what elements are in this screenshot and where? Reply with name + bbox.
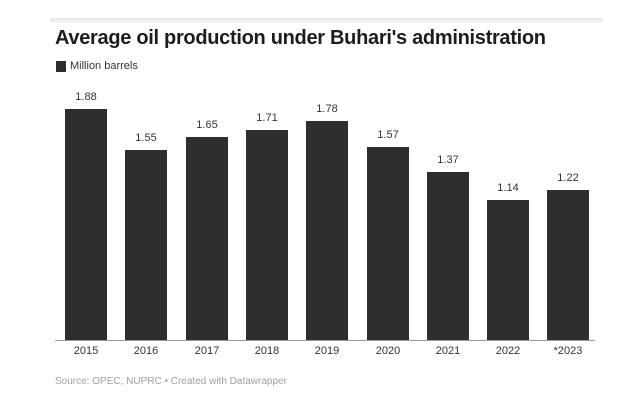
x-tick-label: 2021 — [435, 345, 461, 357]
x-tick-label: 2020 — [375, 345, 401, 357]
value-label: 1.57 — [377, 129, 399, 141]
value-label: 1.65 — [196, 119, 218, 131]
top-divider — [50, 18, 603, 23]
value-label: 1.71 — [256, 112, 278, 124]
x-tick-label: 2018 — [254, 345, 280, 357]
value-label: 1.78 — [316, 103, 338, 115]
plot-area: 1.88 2015 1.55 2016 1.65 2017 1.71 2018 1.78 2019… — [55, 80, 595, 357]
x-axis-baseline — [55, 340, 595, 341]
bar-2017 — [186, 137, 228, 340]
legend-label: Million barrels — [70, 60, 138, 72]
legend-swatch — [56, 60, 66, 72]
value-label: 1.88 — [75, 91, 97, 103]
x-tick-label: 2016 — [133, 345, 159, 357]
x-tick-label: *2023 — [553, 345, 583, 357]
bar-2018 — [246, 130, 288, 340]
x-tick-label: 2017 — [194, 345, 220, 357]
bar-2023 — [547, 190, 589, 340]
bar-2016 — [125, 150, 167, 340]
value-label: 1.55 — [135, 132, 157, 144]
bar-2022 — [487, 200, 529, 340]
x-tick-label: 2022 — [495, 345, 521, 357]
source-note: Source: OPEC, NUPRC • Created with Dataw… — [55, 376, 287, 387]
bar-2019 — [306, 121, 348, 340]
value-label: 1.22 — [557, 172, 579, 184]
value-label: 1.37 — [437, 154, 459, 166]
x-tick-label: 2019 — [314, 345, 340, 357]
bar-2020 — [367, 147, 409, 340]
bar-2015 — [65, 109, 107, 340]
value-label: 1.14 — [497, 182, 519, 194]
chart-title: Average oil production under Buhari's ad… — [55, 27, 546, 49]
x-tick-label: 2015 — [73, 345, 99, 357]
legend: Million barrels — [56, 60, 138, 72]
bar-2021 — [427, 172, 469, 340]
